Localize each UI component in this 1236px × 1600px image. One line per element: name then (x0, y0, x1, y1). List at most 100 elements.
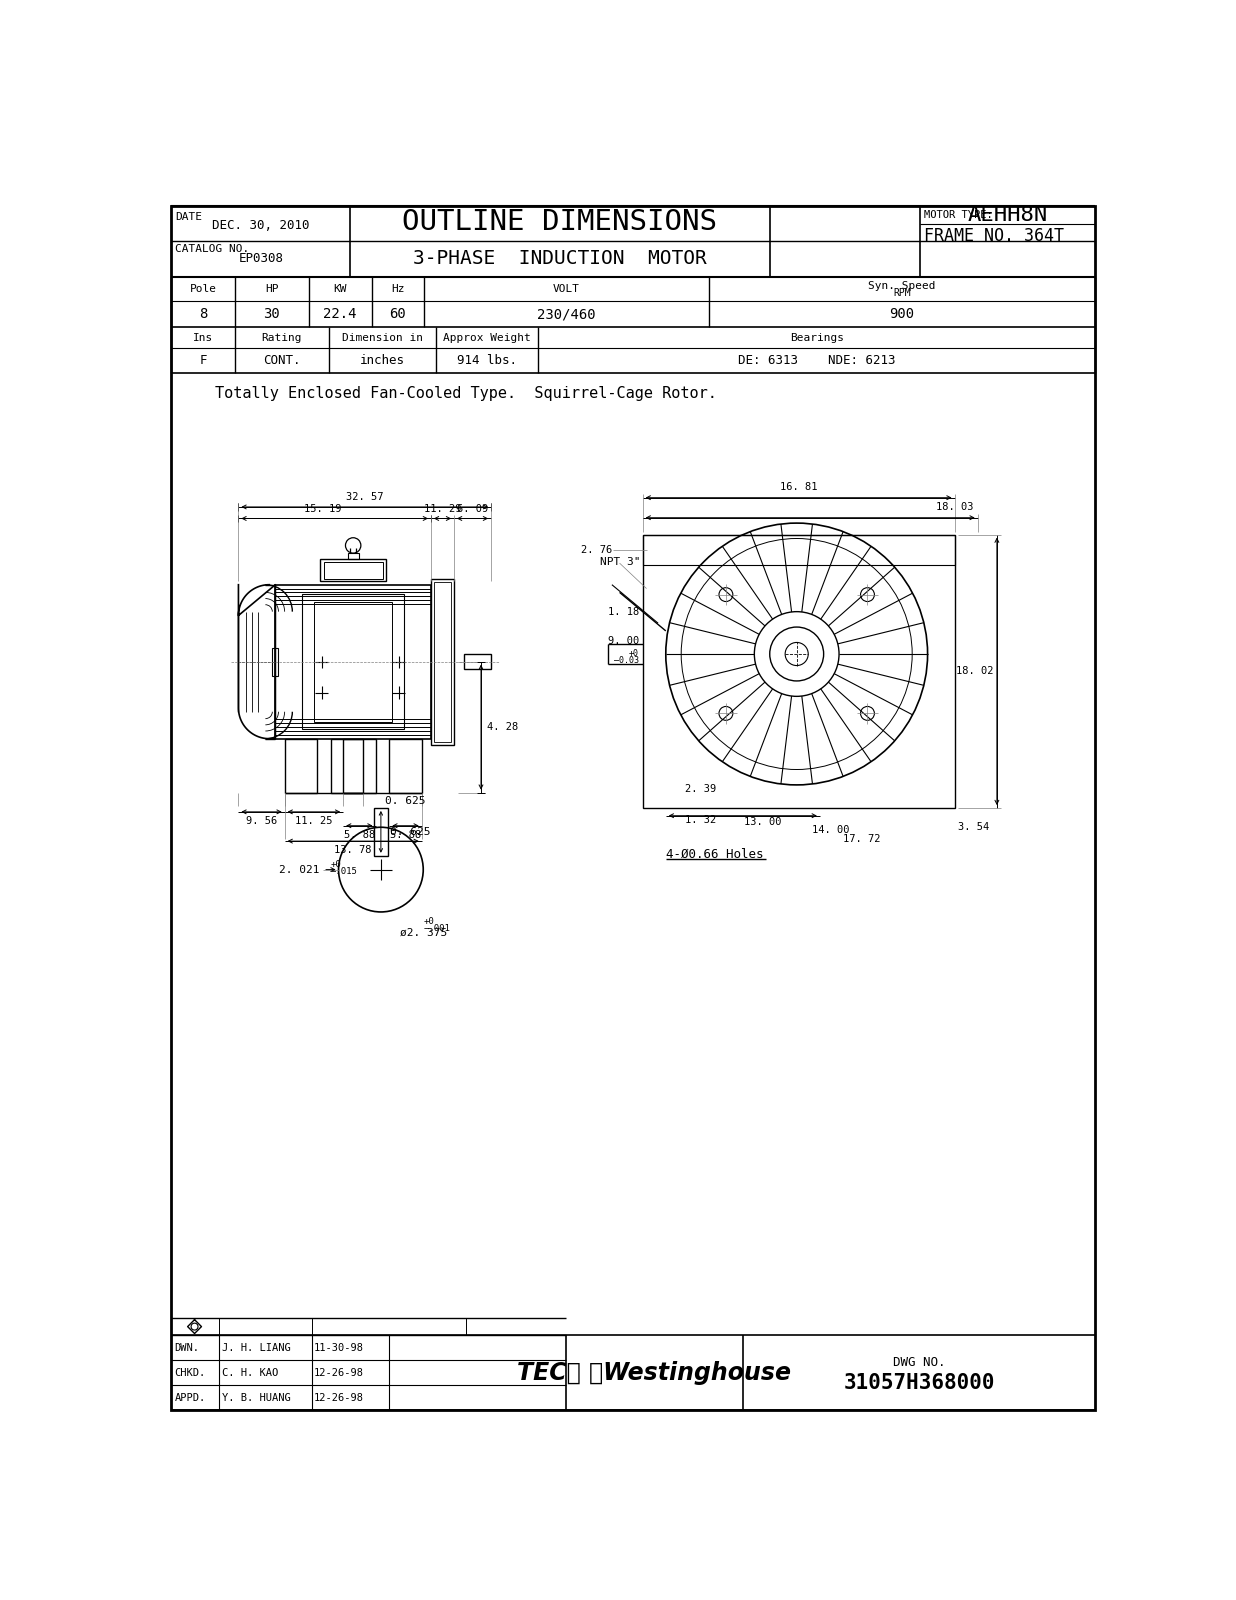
Text: Ins: Ins (193, 333, 213, 342)
Text: 31057H368000: 31057H368000 (843, 1373, 995, 1394)
Text: MOTOR TYPE:: MOTOR TYPE: (923, 210, 993, 219)
Text: 15. 19: 15. 19 (304, 504, 342, 514)
Text: 14. 00: 14. 00 (812, 826, 849, 835)
Text: 32. 57: 32. 57 (346, 491, 383, 501)
Text: DWG NO.: DWG NO. (892, 1357, 946, 1370)
Text: DWN.: DWN. (174, 1342, 199, 1354)
Bar (276, 592, 431, 731)
Text: 0. 625: 0. 625 (391, 827, 430, 837)
Text: 0. 625: 0. 625 (384, 797, 425, 806)
Text: Hz: Hz (391, 285, 404, 294)
Text: 17. 72: 17. 72 (843, 834, 880, 845)
Text: −.015: −.015 (331, 867, 357, 877)
Text: 18. 03: 18. 03 (937, 502, 974, 512)
Text: 2. 76: 2. 76 (581, 546, 612, 555)
Text: KW: KW (334, 285, 347, 294)
Text: Bearings: Bearings (790, 333, 844, 342)
Bar (464, 654, 491, 669)
Text: OUTLINE DIMENSIONS: OUTLINE DIMENSIONS (403, 208, 717, 237)
Text: 6. 09: 6. 09 (457, 504, 488, 514)
Text: EP0308: EP0308 (239, 253, 283, 266)
Text: 4. 28: 4. 28 (487, 722, 518, 733)
Text: 2. 021: 2. 021 (279, 864, 319, 875)
Text: Pole: Pole (189, 285, 216, 294)
Text: C. H. KAO: C. H. KAO (221, 1368, 278, 1378)
Text: CATALOG NO.: CATALOG NO. (176, 245, 250, 254)
Text: 13. 78: 13. 78 (335, 845, 372, 854)
Text: 11. 25: 11. 25 (295, 816, 332, 826)
Text: 30: 30 (263, 307, 279, 322)
Text: 230/460: 230/460 (538, 307, 596, 322)
Bar (375, 808, 388, 856)
Text: Dimension in: Dimension in (342, 333, 423, 342)
Text: J. H. LIANG: J. H. LIANG (221, 1342, 290, 1354)
Text: VOLT: VOLT (552, 285, 580, 294)
Text: DEC. 30, 2010: DEC. 30, 2010 (213, 219, 309, 232)
Bar (276, 584, 431, 739)
Text: 11-30-98: 11-30-98 (314, 1342, 363, 1354)
Text: 2. 39: 2. 39 (685, 784, 717, 794)
Bar (331, 739, 363, 792)
Text: 5. 88: 5. 88 (344, 830, 375, 840)
Bar (272, 648, 278, 675)
Text: 11. 29: 11. 29 (424, 504, 461, 514)
Text: 12-26-98: 12-26-98 (314, 1368, 363, 1378)
Text: 4-Ø0.66 Holes: 4-Ø0.66 Holes (666, 848, 764, 861)
Text: −.001: −.001 (423, 925, 450, 933)
Text: 13. 00: 13. 00 (744, 818, 781, 827)
Text: 9. 00: 9. 00 (608, 637, 639, 646)
Text: APPD.: APPD. (174, 1392, 205, 1403)
Text: 5. 88: 5. 88 (389, 830, 421, 840)
Bar (320, 560, 386, 581)
Text: –0.03: –0.03 (614, 656, 639, 664)
Bar (643, 534, 954, 808)
Bar (284, 739, 316, 792)
Text: FRAME NO. 364T: FRAME NO. 364T (923, 227, 1064, 245)
Bar (276, 600, 431, 723)
Text: AEHH8N: AEHH8N (968, 205, 1048, 224)
Text: 12-26-98: 12-26-98 (314, 1392, 363, 1403)
Text: 914 lbs.: 914 lbs. (457, 354, 517, 366)
Text: 8: 8 (199, 307, 208, 322)
Text: DATE: DATE (176, 213, 203, 222)
Text: CHKD.: CHKD. (174, 1368, 205, 1378)
Text: 18. 02: 18. 02 (955, 666, 993, 677)
Text: TECⓂ ⓂWestinghouse: TECⓂ ⓂWestinghouse (517, 1360, 791, 1384)
Bar (344, 739, 376, 792)
Text: CONT.: CONT. (263, 354, 300, 366)
Text: RPM: RPM (894, 288, 911, 298)
Text: 60: 60 (389, 307, 407, 322)
Bar (276, 589, 431, 734)
Text: +0: +0 (629, 650, 639, 659)
Bar (347, 554, 358, 560)
Bar (431, 579, 454, 746)
Bar (276, 603, 431, 720)
Text: +0: +0 (331, 859, 341, 869)
Text: 900: 900 (890, 307, 915, 322)
Text: Totally Enclosed Fan-Cooled Type.  Squirrel-Cage Rotor.: Totally Enclosed Fan-Cooled Type. Squirr… (215, 386, 717, 402)
Text: 16. 81: 16. 81 (780, 482, 817, 493)
Text: Y. B. HUANG: Y. B. HUANG (221, 1392, 290, 1403)
Text: NPT 3": NPT 3" (601, 557, 640, 566)
Bar (303, 594, 404, 730)
Text: Rating: Rating (261, 333, 302, 342)
Text: Approx Weight: Approx Weight (444, 333, 531, 342)
Text: inches: inches (360, 354, 405, 366)
Bar (314, 602, 393, 722)
Text: 3-PHASE  INDUCTION  MOTOR: 3-PHASE INDUCTION MOTOR (413, 250, 707, 269)
Text: ø2. 375: ø2. 375 (400, 928, 447, 938)
Text: F: F (199, 354, 206, 366)
Text: Syn. Speed: Syn. Speed (869, 282, 936, 291)
Text: 9. 56: 9. 56 (246, 816, 277, 826)
Text: HP: HP (265, 285, 278, 294)
Text: 1. 18: 1. 18 (608, 606, 639, 616)
Bar (389, 739, 421, 792)
Bar (276, 597, 431, 726)
Text: +0: +0 (423, 917, 434, 926)
Bar (643, 534, 954, 565)
Bar (434, 582, 451, 742)
Text: DE: 6313    NDE: 6213: DE: 6313 NDE: 6213 (738, 354, 895, 366)
Text: 1. 32: 1. 32 (685, 814, 717, 824)
Bar (324, 562, 383, 579)
Text: 22.4: 22.4 (324, 307, 357, 322)
